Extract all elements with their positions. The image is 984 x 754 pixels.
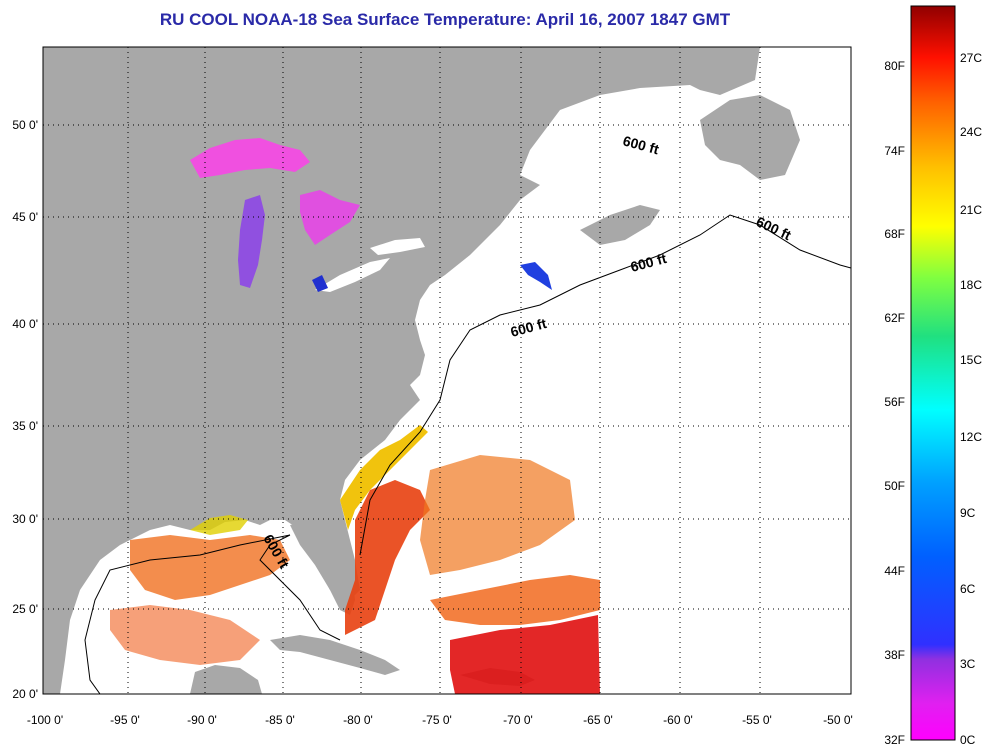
land-north-america <box>43 47 760 694</box>
latitude-label: 35 0' <box>12 419 38 433</box>
colorbar-f-label: 32F <box>884 733 905 747</box>
colorbar-c-label: 3C <box>960 657 976 671</box>
sst-gulf-of-maine-cold <box>520 262 552 290</box>
map-title: RU COOL NOAA-18 Sea Surface Temperature:… <box>159 10 731 29</box>
colorbar-c-label: 0C <box>960 733 976 747</box>
longitude-label: -90 0' <box>187 713 217 727</box>
latitude-label: 45 0' <box>12 210 38 224</box>
isobath-600ft-gulf <box>84 534 341 694</box>
isobath-600ft-atlantic <box>359 214 851 556</box>
latitude-label: 40 0' <box>12 317 38 331</box>
colorbar-f-label: 74F <box>884 144 905 158</box>
longitude-label: -100 0' <box>27 713 63 727</box>
land-florida <box>290 515 355 615</box>
longitude-label: -80 0' <box>343 713 373 727</box>
colorbar-c-label: 6C <box>960 582 976 596</box>
colorbar-f-label: 38F <box>884 648 905 662</box>
colorbar-f-label: 56F <box>884 395 905 409</box>
land-yucatan <box>190 665 262 694</box>
colorbar-c-label: 21C <box>960 203 982 217</box>
land-nova-scotia <box>580 205 660 245</box>
land-newfoundland <box>700 95 800 180</box>
colorbar-f-label: 62F <box>884 311 905 325</box>
lake-michigan <box>238 195 265 288</box>
latitude-label: 50 0' <box>12 118 38 132</box>
colorbar-f-label: 44F <box>884 564 905 578</box>
longitude-label: -60 0' <box>663 713 693 727</box>
longitude-label: -55 0' <box>742 713 772 727</box>
sst-gulf-south <box>110 605 260 665</box>
colorbar-f-label: 80F <box>884 59 905 73</box>
lake-huron <box>300 190 360 245</box>
sst-gulf-of-mexico <box>130 535 290 600</box>
longitude-label: -75 0' <box>422 713 452 727</box>
land-cuba <box>270 635 400 675</box>
longitude-label: -95 0' <box>110 713 140 727</box>
colorbar-c-label: 15C <box>960 353 982 367</box>
colorbar <box>910 5 956 741</box>
longitude-label: -65 0' <box>583 713 613 727</box>
colorbar-c-label: 27C <box>960 51 982 65</box>
sst-caribbean <box>450 615 600 694</box>
colorbar-c-label: 18C <box>960 278 982 292</box>
sst-gulf-coast <box>190 515 248 535</box>
colorbar-c-label: 9C <box>960 506 976 520</box>
lake-superior <box>190 138 310 178</box>
sst-lake-erie-cold <box>312 275 328 292</box>
latitude-label: 30 0' <box>12 512 38 526</box>
colorbar-f-label: 68F <box>884 227 905 241</box>
lake-ontario <box>370 238 425 255</box>
latitude-label: 25 0' <box>12 602 38 616</box>
latitude-label: 20 0' <box>12 687 38 701</box>
sst-atlantic-south <box>430 575 600 625</box>
sst-atlantic-orange <box>420 455 575 575</box>
map-frame <box>42 46 852 695</box>
colorbar-c-label: 24C <box>960 125 982 139</box>
longitude-label: -50 0' <box>823 713 853 727</box>
sst-gulf-stream <box>340 425 428 530</box>
colorbar-c-label: 12C <box>960 430 982 444</box>
longitude-label: -85 0' <box>265 713 295 727</box>
longitude-label: -70 0' <box>503 713 533 727</box>
colorbar-f-label: 50F <box>884 479 905 493</box>
lake-erie <box>315 258 390 292</box>
